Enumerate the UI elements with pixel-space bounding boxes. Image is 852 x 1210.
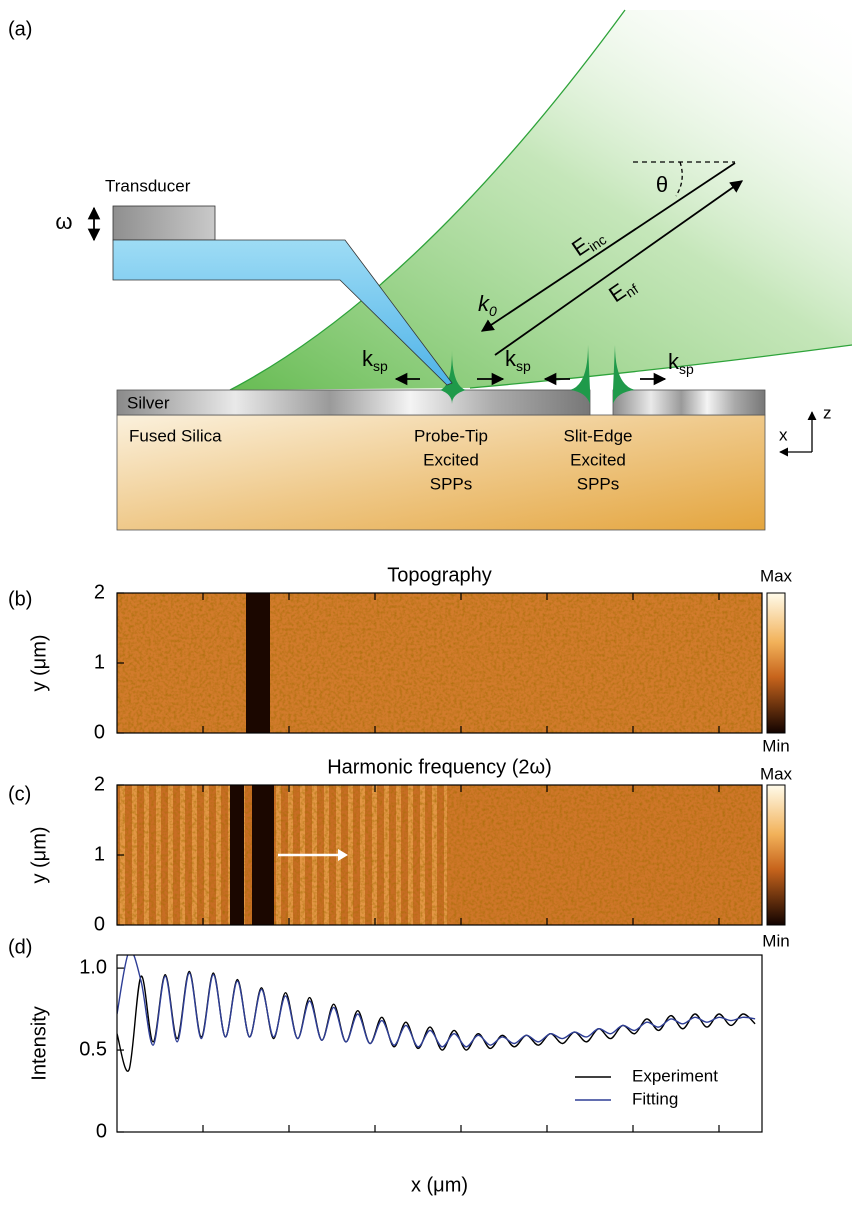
map-texture: [117, 593, 762, 733]
body: (a) Transducer ω θ Einc Enf k0 ksp ksp k…: [0, 0, 852, 1205]
transducer: [113, 206, 215, 240]
y-tick-label: 1: [94, 843, 105, 865]
legend-label: Experiment: [632, 1066, 718, 1085]
probe-tip-label: Probe-Tip: [414, 426, 488, 445]
slit-feature: [246, 593, 270, 733]
panel-label: (d): [8, 936, 32, 958]
slit-feature: [230, 785, 244, 925]
map-title: Harmonic frequency (2ω): [327, 756, 552, 778]
ksp-sub: sp: [373, 358, 388, 374]
slit-edge-label: Slit-Edge: [564, 426, 633, 445]
silver-label: Silver: [127, 393, 170, 412]
panel-label: (c): [8, 783, 31, 805]
y-tick-label: 0.5: [79, 1038, 107, 1060]
map-title: Topography: [387, 564, 492, 586]
series-line: [117, 951, 755, 1047]
ksp-sub: sp: [679, 361, 694, 377]
omega-label: ω: [55, 209, 72, 234]
y-tick-label: 0: [94, 913, 105, 935]
theta-label: θ: [656, 172, 668, 197]
page: Figure { "diagram": { "label": "(a)", "t…: [0, 0, 852, 1205]
panel-label: (b): [8, 588, 32, 610]
y-axis-label: y (μm): [28, 826, 50, 883]
y-tick-label: 2: [94, 581, 105, 603]
panel-label: (a): [8, 18, 32, 40]
y-tick-label: 1.0: [79, 956, 107, 978]
y-tick-label: 2: [94, 773, 105, 795]
y-tick-label: 0: [96, 1120, 107, 1142]
probe-tip-label: Excited: [423, 450, 479, 469]
silver-film: [613, 390, 765, 415]
colorbar-min: Min: [762, 931, 789, 950]
map-image: [117, 785, 762, 925]
y-tick-label: 0: [94, 721, 105, 743]
slit-edge-label: SPPs: [577, 474, 620, 493]
y-axis-label: y (μm): [28, 634, 50, 691]
colorbar-min: Min: [762, 736, 789, 755]
substrate-label: Fused Silica: [129, 426, 222, 445]
y-axis-label: Intensity: [28, 1006, 50, 1080]
k0-sub: 0: [489, 303, 497, 319]
x-axis-label: x: [779, 425, 788, 444]
legend-label: Fitting: [632, 1089, 678, 1108]
transducer-label: Transducer: [105, 176, 191, 195]
z-axis-label: z: [823, 403, 832, 422]
colorbar-max: Max: [760, 566, 793, 585]
slit-feature: [252, 785, 274, 925]
colorbar-max: Max: [760, 764, 793, 783]
ksp-sub: sp: [516, 358, 531, 374]
map-image: [117, 593, 762, 733]
y-tick-label: 1: [94, 651, 105, 673]
map-texture: [117, 785, 762, 925]
colorbar: [767, 785, 785, 925]
slit-edge-label: Excited: [570, 450, 626, 469]
x-axis-label: x (μm): [411, 1174, 468, 1196]
figure: (a) Transducer ω θ Einc Enf k0 ksp ksp k…: [0, 0, 852, 1205]
probe-tip-label: SPPs: [430, 474, 473, 493]
series-line: [117, 971, 755, 1071]
colorbar: [767, 593, 785, 733]
beam: [230, 10, 852, 390]
silver-film: [117, 390, 590, 415]
